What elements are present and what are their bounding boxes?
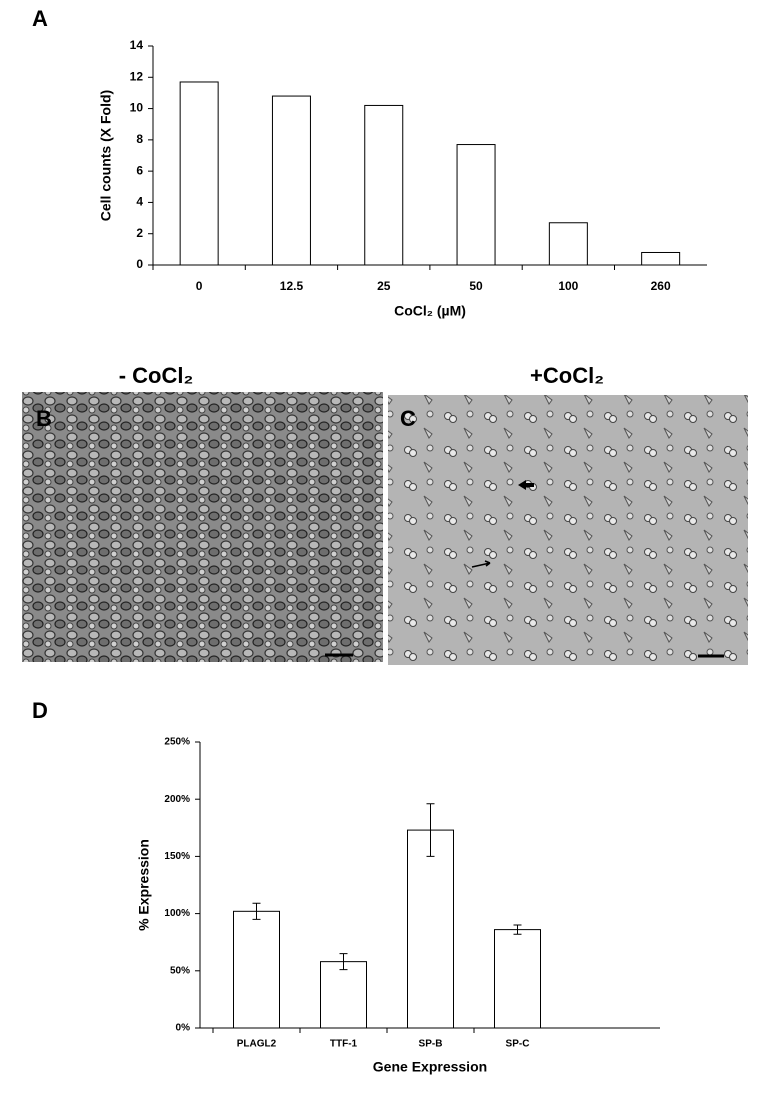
y-tick-label: 2 — [136, 226, 143, 240]
x-tick-label: 100 — [558, 279, 578, 293]
y-tick-label: 0% — [176, 1023, 191, 1034]
x-axis-label: CoCl₂ (µM) — [394, 303, 466, 319]
bar — [641, 251, 681, 266]
y-tick-label: 150% — [164, 851, 190, 862]
x-tick-label: SP-C — [506, 1039, 530, 1050]
bar — [494, 929, 541, 1029]
panel-label: A — [32, 6, 48, 31]
error-bar — [252, 902, 261, 920]
micrograph — [22, 392, 383, 662]
bar — [320, 961, 367, 1029]
panel-label: D — [32, 698, 48, 723]
y-tick-label: 14 — [130, 38, 144, 52]
y-tick-label: 10 — [130, 101, 144, 115]
arrow — [518, 480, 534, 490]
bar — [548, 222, 588, 266]
bar — [407, 829, 454, 1029]
y-axis-label: % Expression — [136, 839, 152, 931]
x-tick-label: TTF-1 — [330, 1039, 358, 1050]
y-tick-label: 12 — [130, 69, 144, 83]
arrow — [471, 560, 491, 568]
y-tick-label: 6 — [136, 163, 143, 177]
panel-title: +CoCl₂ — [530, 363, 604, 388]
bar — [456, 144, 496, 266]
y-tick-label: 8 — [136, 132, 143, 146]
micrograph — [388, 395, 748, 665]
error-bar — [339, 953, 348, 971]
x-tick-label: 50 — [469, 279, 483, 293]
panel-label: C — [400, 406, 416, 431]
x-tick-label: 12.5 — [280, 279, 304, 293]
y-tick-label: 200% — [164, 794, 190, 805]
error-bar — [426, 803, 435, 857]
y-tick-label: 50% — [170, 965, 190, 976]
x-tick-label: PLAGL2 — [237, 1039, 277, 1050]
x-tick-label: SP-B — [419, 1039, 443, 1050]
x-tick-label: 0 — [196, 279, 203, 293]
y-tick-label: 4 — [136, 195, 143, 209]
error-bar — [513, 924, 522, 935]
x-tick-label: 260 — [651, 279, 671, 293]
x-axis-label: Gene Expression — [373, 1059, 487, 1075]
bar — [271, 95, 311, 266]
x-tick-label: 25 — [377, 279, 391, 293]
bar — [364, 104, 404, 266]
bar — [233, 910, 280, 1029]
panel-label: B — [36, 406, 52, 431]
y-tick-label: 250% — [164, 737, 190, 748]
y-tick-label: 100% — [164, 908, 190, 919]
bar — [179, 81, 219, 266]
y-tick-label: 0 — [136, 257, 143, 271]
panel-title: - CoCl₂ — [119, 363, 194, 388]
y-axis-label: Cell counts (X Fold) — [98, 90, 114, 221]
